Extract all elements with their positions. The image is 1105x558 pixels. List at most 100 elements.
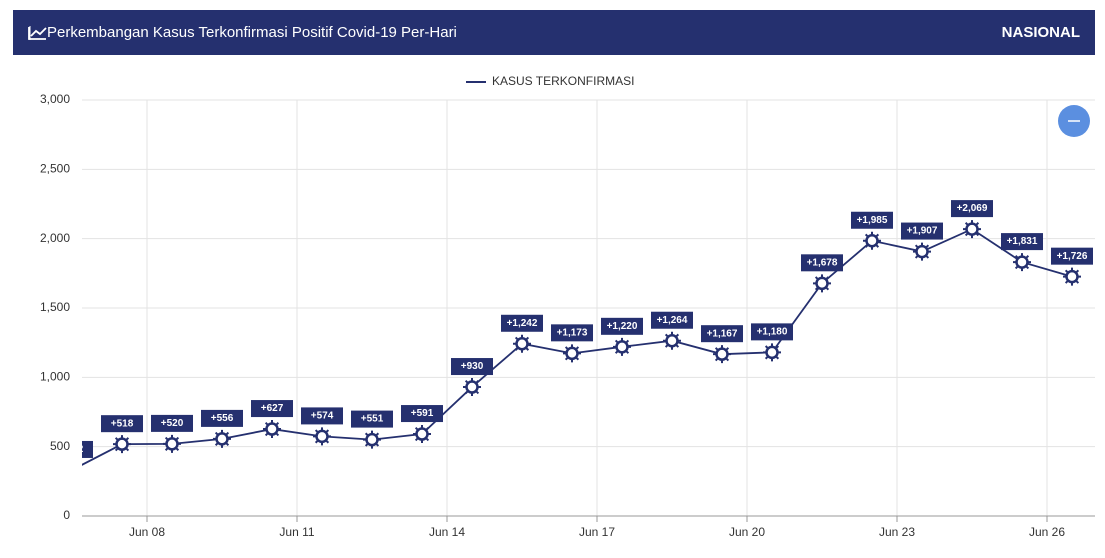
data-label-box bbox=[82, 440, 93, 458]
plot-area: +332 +518 +520 +556 +627 +574 +551 +591 +930 +1,2… bbox=[61, 200, 1093, 479]
data-label-text: +556 bbox=[211, 413, 234, 424]
virus-spikes bbox=[213, 429, 231, 448]
y-tick-label: 3,000 bbox=[40, 92, 70, 106]
data-label-text: +1,220 bbox=[607, 321, 638, 332]
virus-spikes bbox=[163, 434, 181, 453]
data-label: +1,907 bbox=[901, 222, 943, 240]
virus-marker bbox=[913, 242, 931, 261]
data-label-text: +574 bbox=[311, 411, 334, 422]
data-label-box bbox=[251, 400, 293, 418]
data-label-box bbox=[1001, 233, 1043, 251]
x-tick-label: Jun 23 bbox=[879, 525, 915, 539]
virus-marker bbox=[713, 345, 731, 364]
data-label: +1,985 bbox=[851, 211, 893, 229]
data-label: +1,167 bbox=[701, 325, 743, 343]
virus-marker bbox=[263, 420, 281, 439]
header-badge: NASIONAL bbox=[1002, 24, 1080, 41]
virus-spikes bbox=[513, 334, 531, 353]
data-label-box bbox=[701, 325, 743, 343]
data-label-text: +332 bbox=[61, 444, 84, 455]
data-label-box bbox=[751, 323, 793, 341]
data-label: +1,220 bbox=[601, 317, 643, 335]
x-tick-label: Jun 17 bbox=[579, 525, 615, 539]
virus-marker bbox=[963, 220, 981, 239]
virus-spikes bbox=[1013, 253, 1031, 272]
data-label: +520 bbox=[151, 414, 193, 432]
virus-spikes bbox=[613, 337, 631, 356]
virus-body bbox=[67, 464, 78, 475]
x-tick-label: Jun 08 bbox=[129, 525, 165, 539]
x-tick-label: Jun 20 bbox=[729, 525, 765, 539]
virus-body bbox=[665, 333, 679, 348]
virus-spikes bbox=[363, 430, 381, 449]
virus-marker bbox=[313, 427, 331, 446]
virus-body bbox=[215, 432, 229, 446]
virus-body bbox=[515, 337, 529, 351]
data-label: +332 bbox=[61, 440, 93, 458]
data-label: +574 bbox=[301, 407, 343, 425]
data-label-box bbox=[801, 254, 843, 272]
data-label-text: +518 bbox=[111, 418, 134, 429]
virus-spikes bbox=[713, 345, 731, 364]
virus-marker bbox=[413, 425, 431, 444]
virus-marker bbox=[763, 343, 781, 362]
virus-body bbox=[715, 347, 729, 361]
data-label-box bbox=[101, 415, 143, 433]
virus-marker bbox=[463, 378, 481, 397]
data-label-box bbox=[551, 324, 593, 342]
data-label-text: +1,985 bbox=[857, 215, 888, 226]
virus-marker bbox=[513, 334, 531, 353]
virus-marker bbox=[863, 231, 881, 250]
virus-marker bbox=[113, 435, 131, 454]
virus-body bbox=[565, 346, 579, 361]
data-label-text: +930 bbox=[461, 361, 484, 372]
data-label-text: +591 bbox=[411, 408, 434, 419]
data-label-text: +1,907 bbox=[907, 226, 938, 237]
header-title: Perkembangan Kasus Terkonfirmasi Positif… bbox=[47, 24, 457, 41]
virus-spikes bbox=[463, 378, 481, 397]
y-tick-label: 0 bbox=[63, 508, 70, 522]
virus-spikes bbox=[813, 274, 831, 293]
data-label: +2,069 bbox=[951, 200, 993, 218]
data-label-text: +1,264 bbox=[657, 315, 688, 326]
virus-body bbox=[115, 437, 129, 451]
virus-spikes bbox=[1063, 267, 1081, 286]
data-label: +1,831 bbox=[1001, 233, 1043, 251]
virus-marker bbox=[663, 331, 681, 350]
data-label: +627 bbox=[251, 400, 293, 418]
virus-body bbox=[765, 345, 779, 360]
virus-spikes bbox=[313, 427, 331, 446]
y-tick-label: 2,500 bbox=[40, 162, 70, 176]
legend-label: KASUS TERKONFIRMASI bbox=[492, 74, 634, 88]
data-label-box bbox=[851, 211, 893, 229]
virus-marker bbox=[1013, 253, 1031, 272]
data-label: +556 bbox=[201, 409, 243, 427]
data-label: +1,173 bbox=[551, 324, 593, 342]
virus-spikes bbox=[63, 461, 81, 479]
y-tick-label: 500 bbox=[50, 439, 70, 453]
data-label: +518 bbox=[101, 415, 143, 433]
data-label-text: +1,678 bbox=[807, 257, 838, 268]
virus-spikes bbox=[563, 344, 581, 363]
data-label-text: +2,069 bbox=[957, 203, 988, 214]
data-label: +591 bbox=[401, 405, 443, 423]
data-label-box bbox=[651, 311, 693, 329]
virus-body bbox=[315, 429, 329, 444]
virus-spikes bbox=[963, 220, 981, 239]
virus-spikes bbox=[113, 435, 131, 454]
data-label-text: +1,180 bbox=[757, 327, 788, 338]
virus-body bbox=[265, 422, 279, 436]
data-label: +1,678 bbox=[801, 254, 843, 272]
virus-body bbox=[165, 437, 179, 451]
header-bar bbox=[13, 10, 1095, 55]
virus-body bbox=[415, 427, 429, 441]
y-tick-label: 2,000 bbox=[40, 231, 70, 245]
virus-spikes bbox=[763, 343, 781, 362]
data-label: +930 bbox=[451, 358, 493, 376]
virus-spikes bbox=[663, 331, 681, 350]
data-label: +1,242 bbox=[501, 314, 543, 332]
virus-body bbox=[915, 244, 929, 259]
data-label-text: +627 bbox=[261, 403, 284, 414]
data-label-box bbox=[901, 222, 943, 240]
